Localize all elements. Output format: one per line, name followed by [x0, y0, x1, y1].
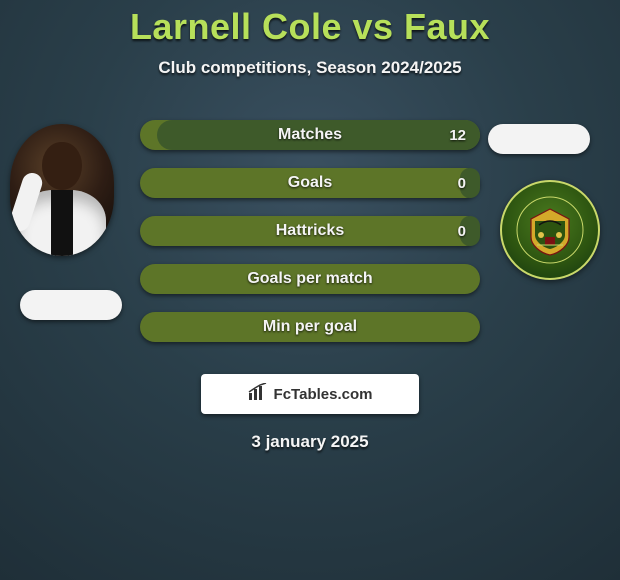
subtitle: Club competitions, Season 2024/2025 — [0, 58, 620, 78]
club-crest-icon — [502, 182, 598, 278]
stat-bar-label: Goals per match — [140, 264, 480, 294]
footer: FcTables.com 3 january 2025 — [0, 366, 620, 452]
stat-bar-gpm: Goals per match — [140, 264, 480, 294]
date-label: 3 january 2025 — [0, 432, 620, 452]
stat-bar-matches: Matches12 — [140, 120, 480, 150]
stat-bar-label: Min per goal — [140, 312, 480, 342]
brand-chart-icon — [248, 383, 268, 406]
team-pill-right — [488, 124, 590, 154]
stat-bar-label: Goals — [140, 168, 480, 198]
header: Larnell Cole vs Faux Club competitions, … — [0, 0, 620, 78]
player-right-badge — [500, 180, 600, 280]
stat-bar-label: Hattricks — [140, 216, 480, 246]
stat-bar-right-value: 0 — [458, 216, 466, 246]
brand-name: FcTables.com — [274, 386, 373, 403]
player-left-head — [42, 142, 82, 190]
stat-bar-right-value: 12 — [449, 120, 466, 150]
player-left-avatar — [10, 124, 114, 256]
stat-bar-goals: Goals0 — [140, 168, 480, 198]
stat-bar-label: Matches — [140, 120, 480, 150]
stat-bar-hattricks: Hattricks0 — [140, 216, 480, 246]
brand-box: FcTables.com — [201, 374, 419, 414]
stat-bars: Matches12Goals0Hattricks0Goals per match… — [140, 120, 480, 342]
stat-bar-mpg: Min per goal — [140, 312, 480, 342]
stat-bar-right-value: 0 — [458, 168, 466, 198]
comparison-arena: Matches12Goals0Hattricks0Goals per match… — [0, 106, 620, 366]
player-left-jersey-stripe — [51, 190, 73, 256]
page-title: Larnell Cole vs Faux — [0, 6, 620, 48]
team-pill-left — [20, 290, 122, 320]
